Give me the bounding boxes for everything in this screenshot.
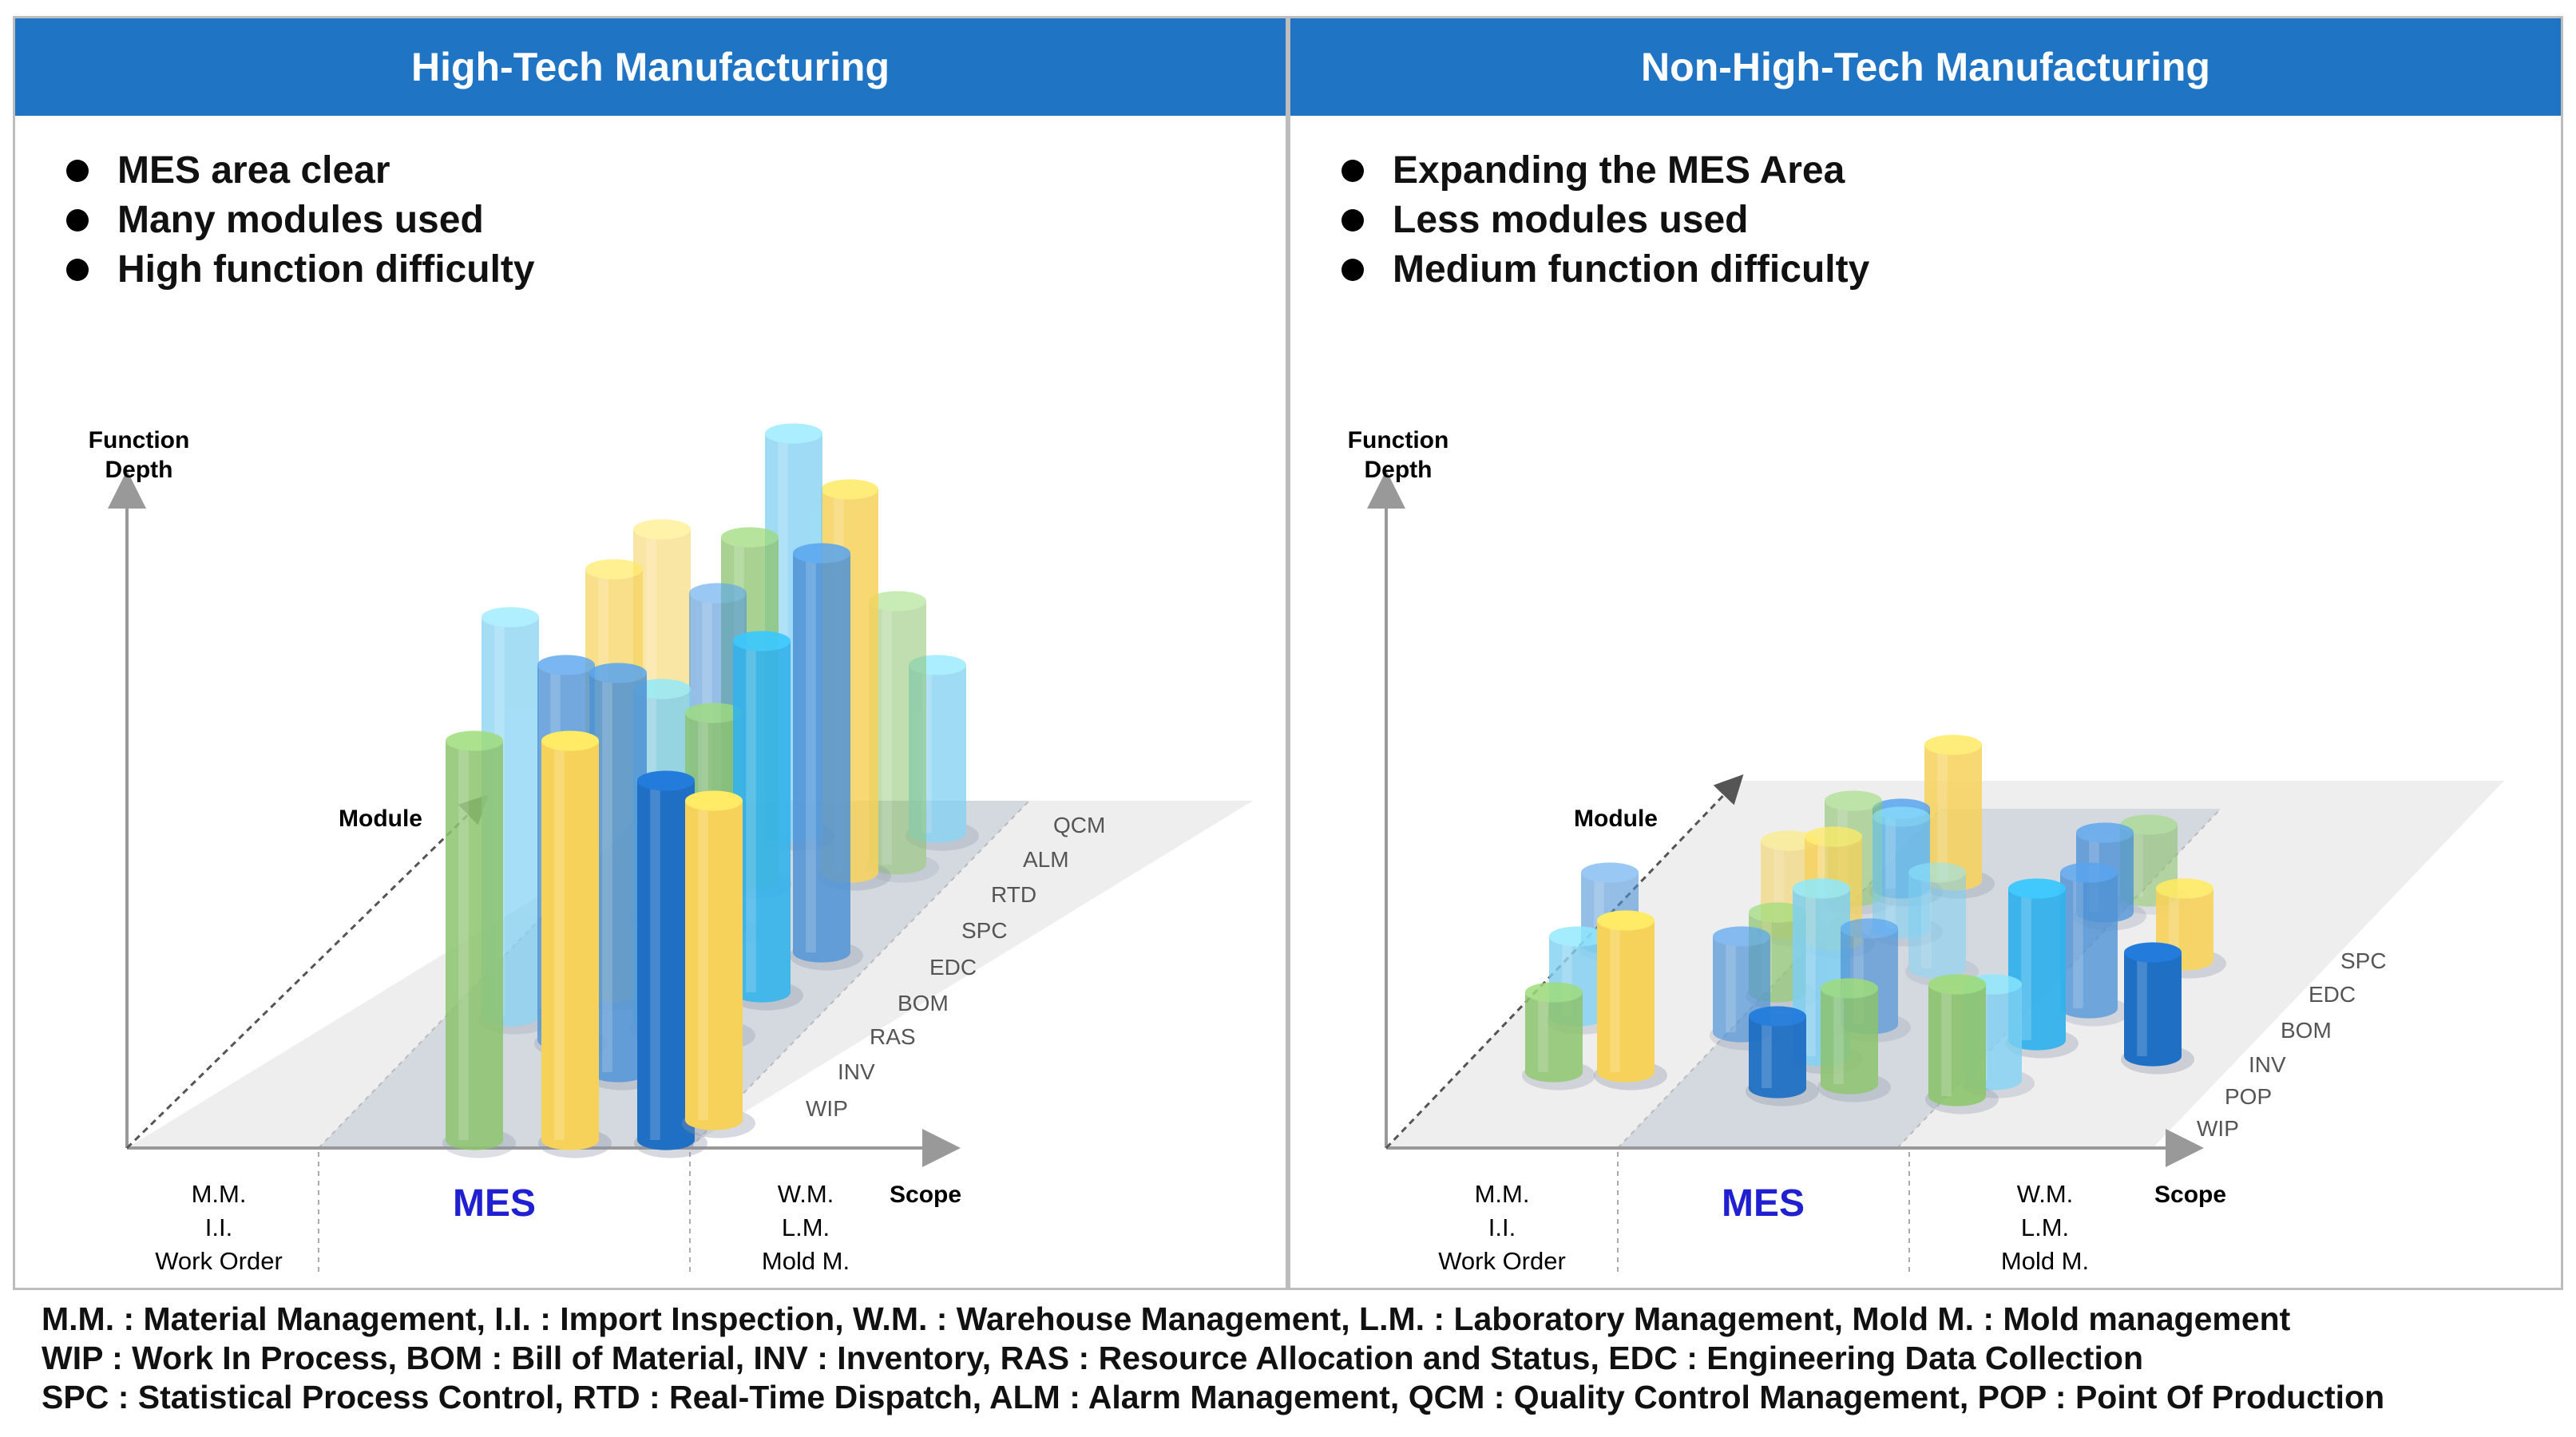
module-label-bom: BOM — [2281, 1018, 2332, 1043]
scope-right: W.M. — [778, 1180, 834, 1208]
module-axis-label: Module — [339, 806, 422, 832]
cylinder-bar — [682, 790, 755, 1138]
cylinder-bar — [442, 730, 516, 1158]
scope-right: L.M. — [2021, 1213, 2069, 1241]
y-axis-label: Function — [1348, 427, 1449, 453]
bullet-item: Expanding the MES Area — [1322, 146, 1869, 196]
bullet-item: Medium function difficulty — [1322, 245, 1869, 295]
cylinder-bar — [1817, 978, 1891, 1102]
mes-3d-chart: Function Depth Module Scope M.M. I.I. Wo… — [89, 423, 1253, 1275]
cylinder-bar — [1925, 974, 1999, 1114]
cylinder-bar — [730, 631, 803, 1011]
scope-left: M.M. — [192, 1180, 247, 1208]
scope-left: Work Order — [1438, 1247, 1566, 1275]
cylinder-group — [442, 423, 979, 1158]
bullet-icon — [66, 259, 89, 281]
panel-title: Non-High-Tech Manufacturing — [1290, 18, 2561, 116]
x-axis-label: Scope — [890, 1182, 961, 1208]
y-axis-label: Function — [89, 427, 190, 453]
x-axis-label: Scope — [2154, 1182, 2226, 1208]
module-label-bom: BOM — [898, 991, 949, 1015]
bullet-icon — [1342, 160, 1364, 182]
high-tech-panel: High-Tech Manufacturing MES area clear M… — [13, 16, 1288, 1290]
cylinder-bar — [1905, 862, 1979, 987]
bullet-item: Many modules used — [47, 196, 535, 245]
bullet-item: MES area clear — [47, 146, 535, 196]
cylinder-bar — [866, 591, 939, 883]
bullet-icon — [66, 160, 89, 182]
band-divider — [689, 800, 1030, 1149]
scope-left: Work Order — [155, 1247, 283, 1275]
bullet-icon — [66, 209, 89, 232]
scope-mes: MES — [1722, 1182, 1805, 1225]
module-label-edc: EDC — [2308, 982, 2356, 1007]
cylinder-bar — [1522, 982, 1595, 1091]
scope-right: Mold M. — [762, 1247, 850, 1275]
module-label-inv: INV — [2249, 1052, 2286, 1077]
bullet-icon — [1342, 209, 1364, 232]
scope-mes: MES — [453, 1182, 536, 1225]
cylinder-bar — [2057, 862, 2130, 1027]
module-label-spc: SPC — [2340, 948, 2387, 973]
cylinder-bar — [1746, 1006, 1819, 1106]
cylinder-bar — [2005, 878, 2079, 1059]
module-axis-label: Module — [1574, 806, 1658, 832]
module-label-pop: POP — [2225, 1084, 2272, 1109]
scope-left: I.I. — [205, 1213, 232, 1241]
module-label-wip: WIP — [806, 1096, 848, 1121]
cylinder-group — [1522, 734, 2226, 1114]
module-label-alm: ALM — [1023, 847, 1069, 872]
scope-left: M.M. — [1475, 1180, 1530, 1208]
mes-3d-chart: Function Depth Module Scope M.M. I.I. Wo… — [1348, 427, 2504, 1275]
scope-left: I.I. — [1488, 1213, 1516, 1241]
module-label-wip: WIP — [2197, 1116, 2239, 1141]
bullet-icon — [1342, 259, 1364, 281]
module-label-qcm: QCM — [1053, 813, 1105, 837]
panel-title: High-Tech Manufacturing — [15, 18, 1286, 116]
bullet-list: Expanding the MES Area Less modules used… — [1322, 146, 1869, 295]
legend-line: WIP : Work In Process, BOM : Bill of Mat… — [42, 1340, 2143, 1376]
module-label-inv: INV — [838, 1059, 875, 1084]
legend-line: M.M. : Material Management, I.I. : Impor… — [42, 1300, 2291, 1337]
module-axis — [125, 794, 489, 1150]
cylinder-bar — [1594, 910, 1667, 1091]
scope-right: W.M. — [2017, 1180, 2074, 1208]
cylinder-bar — [538, 730, 612, 1158]
cylinder-bar — [2121, 942, 2194, 1075]
y-axis-label: Depth — [1365, 457, 1433, 483]
bullet-list: MES area clear Many modules used High fu… — [47, 146, 535, 295]
legend-line: SPC : Statistical Process Control, RTD :… — [42, 1379, 2385, 1415]
y-axis-label: Depth — [105, 457, 173, 483]
abbreviation-legend: M.M. : Material Management, I.I. : Impor… — [42, 1300, 2384, 1417]
module-label-edc: EDC — [929, 955, 977, 980]
module-label-spc: SPC — [961, 918, 1008, 943]
scope-right: L.M. — [782, 1213, 830, 1241]
bullet-item: High function difficulty — [47, 245, 535, 295]
cylinder-bar — [790, 543, 863, 971]
module-label-ras: RAS — [870, 1024, 916, 1049]
bullet-item: Less modules used — [1322, 196, 1869, 245]
non-high-tech-panel: Non-High-Tech Manufacturing Expanding th… — [1288, 16, 2563, 1290]
scope-right: Mold M. — [2001, 1247, 2089, 1275]
cylinder-bar — [634, 770, 707, 1158]
module-label-rtd: RTD — [991, 882, 1036, 907]
